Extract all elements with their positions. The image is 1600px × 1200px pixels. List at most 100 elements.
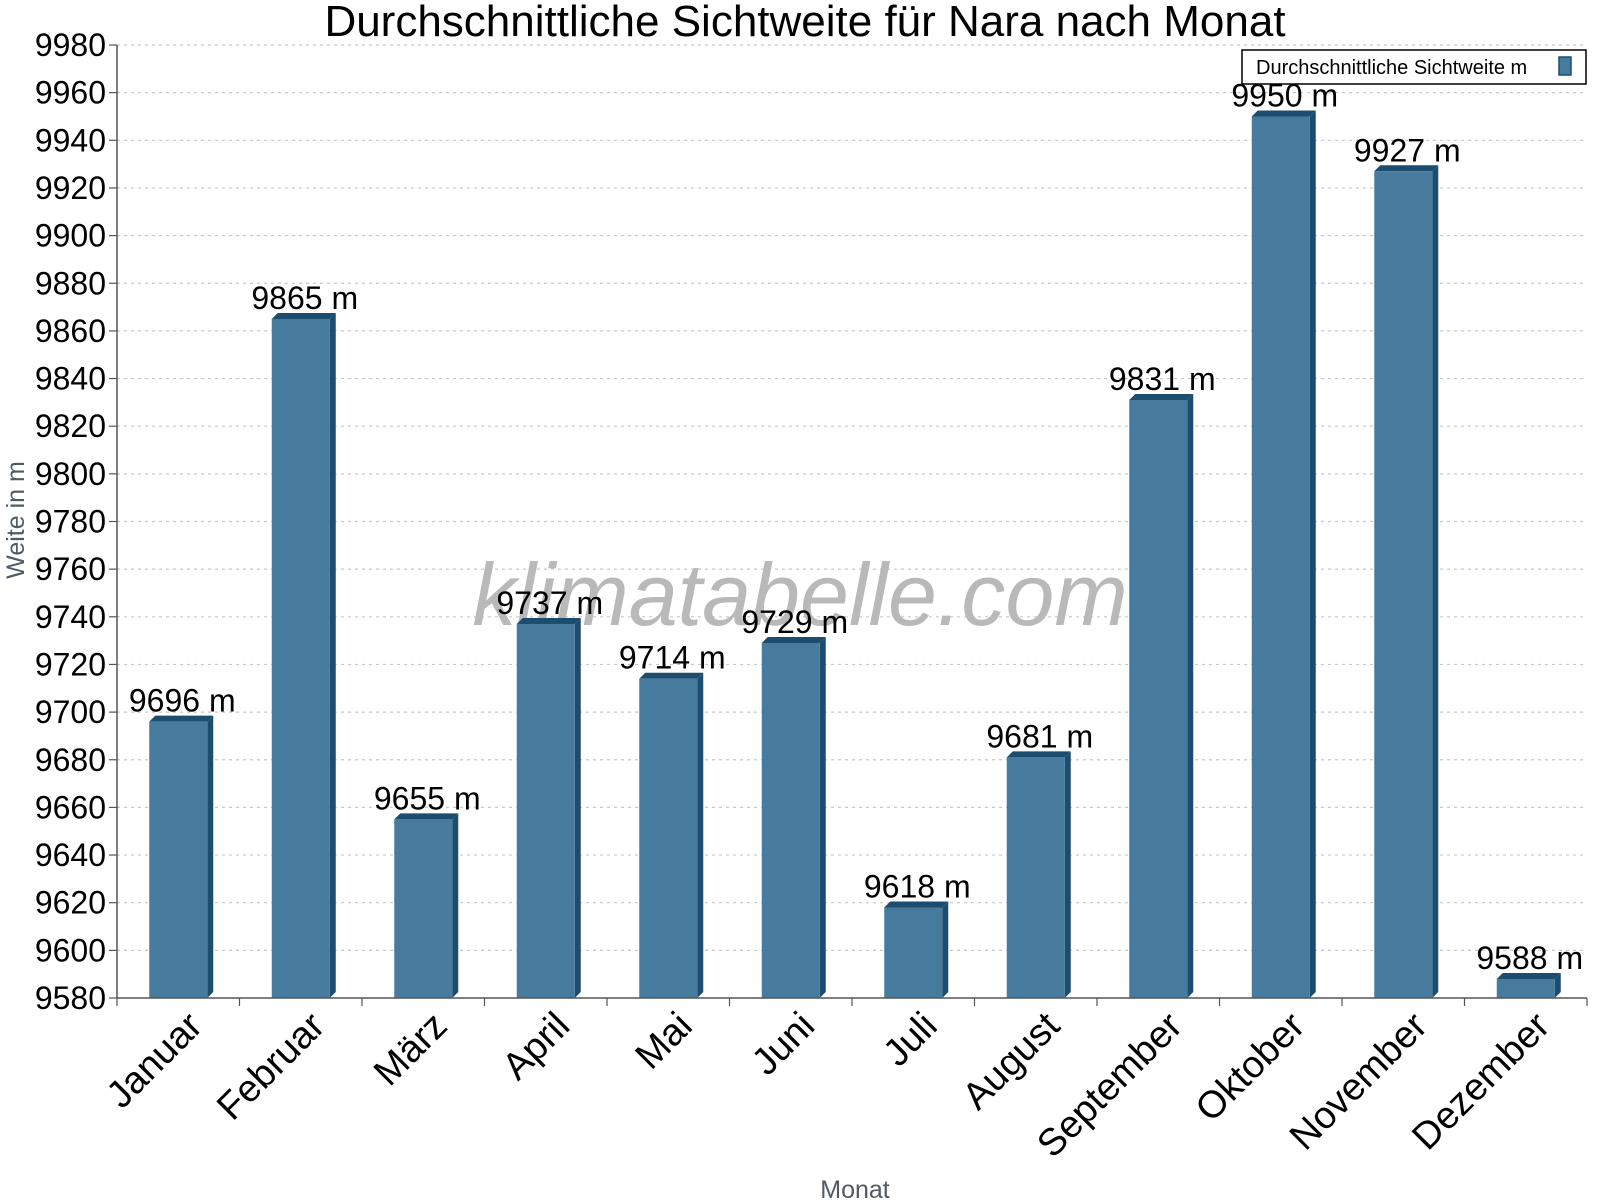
bar-11: [1374, 165, 1439, 998]
bar-6: [761, 637, 826, 998]
data-labels: 9696 m 9865 m 9655 m 9737 m 9714 m 9729 m 9618…: [129, 77, 1583, 975]
bar-top: [516, 617, 581, 624]
legend: Durchschnittliche Sichtweite m: [1241, 49, 1587, 85]
bar-side: [1187, 393, 1194, 998]
y-tick-label: 9600: [35, 932, 106, 968]
y-tick-label: 9960: [35, 75, 106, 111]
bar-top: [884, 901, 949, 908]
data-label: 9681 m: [986, 718, 1093, 754]
x-tick-label: Juli: [876, 1005, 946, 1075]
legend-swatch: [1558, 56, 1572, 76]
y-tick-label: 9780: [35, 504, 106, 540]
bar-3: [394, 813, 459, 998]
x-tick-label: Februar: [209, 1004, 333, 1128]
data-label: 9618 m: [864, 868, 971, 904]
bar-top: [1006, 751, 1071, 758]
bar-side: [329, 312, 336, 998]
bar-top: [639, 672, 704, 679]
bar-12: [1496, 972, 1561, 998]
y-tick-label: 9820: [35, 408, 106, 444]
bar-front: [1374, 171, 1433, 998]
legend-label: Durchschnittliche Sichtweite m: [1256, 57, 1527, 79]
bar-10: [1251, 110, 1316, 999]
x-axis-label: Monat: [820, 1176, 890, 1200]
bars: [149, 110, 1561, 999]
bar-top: [1496, 972, 1561, 979]
y-axis-ticks: 9580 9600 9620 9640 9660 9680 9700 9720 9740 9760…: [35, 27, 117, 1016]
bar-side: [207, 715, 214, 998]
bar-side: [1309, 110, 1316, 999]
bar-7: [884, 901, 949, 998]
y-tick-label: 9700: [35, 694, 106, 730]
x-tick-label: März: [366, 1005, 455, 1094]
chart-title: Durchschnittliche Sichtweite für Nara na…: [324, 0, 1285, 46]
gridlines: [117, 44, 1587, 951]
bar-top: [1374, 165, 1439, 172]
y-tick-label: 9800: [35, 456, 106, 492]
bar-front: [761, 643, 820, 998]
bar-1: [149, 715, 214, 998]
data-label: 9696 m: [129, 683, 236, 719]
bar-2: [271, 312, 336, 998]
bar-side: [1432, 165, 1439, 998]
bar-front: [149, 721, 208, 998]
bar-front: [1006, 757, 1065, 998]
watermark: klimatabelle.com: [472, 545, 1127, 644]
y-tick-label: 9900: [35, 218, 106, 254]
x-tick-label: April: [495, 1005, 578, 1088]
bar-4: [516, 617, 581, 998]
x-tick-label: Oktober: [1188, 1004, 1314, 1130]
bar-top: [271, 312, 336, 319]
x-tick-label: August: [955, 1004, 1069, 1118]
y-tick-label: 9980: [35, 27, 106, 63]
bar-front: [1129, 399, 1188, 998]
y-tick-label: 9680: [35, 742, 106, 778]
y-tick-label: 9660: [35, 789, 106, 825]
x-tick-label: Januar: [99, 1004, 211, 1116]
data-label: 9655 m: [374, 780, 481, 816]
data-label: 9729 m: [741, 604, 848, 640]
bar-9: [1129, 393, 1194, 998]
bar-front: [271, 318, 330, 998]
bar-side: [1064, 751, 1071, 998]
data-label: 9714 m: [619, 640, 726, 676]
data-label: 9737 m: [496, 585, 603, 621]
y-tick-label: 9720: [35, 646, 106, 682]
y-tick-label: 9940: [35, 122, 106, 158]
bar-front: [884, 907, 943, 998]
y-tick-label: 9640: [35, 837, 106, 873]
data-label: 9927 m: [1354, 132, 1461, 168]
y-tick-label: 9620: [35, 885, 106, 921]
bar-side: [452, 813, 459, 998]
bar-front: [1496, 978, 1555, 998]
x-tick-label: Juni: [744, 1005, 823, 1084]
bar-front: [639, 678, 698, 998]
bar-top: [761, 637, 826, 644]
y-tick-label: 9760: [35, 551, 106, 587]
y-axis-label: Weite in m: [2, 461, 30, 579]
bar-top: [394, 813, 459, 820]
x-tick-label: Mai: [628, 1005, 701, 1078]
data-label: 9865 m: [251, 280, 358, 316]
bar-8: [1006, 751, 1071, 998]
y-tick-label: 9880: [35, 265, 106, 301]
bar-side: [942, 901, 949, 998]
bar-side: [574, 617, 581, 998]
legend-box: [1241, 49, 1587, 85]
bar-side: [1554, 972, 1561, 998]
bar-front: [394, 819, 453, 998]
bar-5: [639, 672, 704, 998]
y-tick-label: 9860: [35, 313, 106, 349]
bar-front: [1251, 116, 1310, 999]
bar-top: [1129, 393, 1194, 400]
y-tick-label: 9840: [35, 361, 106, 397]
bar-front: [516, 623, 575, 998]
y-tick-label: 9920: [35, 170, 106, 206]
y-tick-label: 9580: [35, 980, 106, 1016]
bar-top: [149, 715, 214, 722]
y-tick-label: 9740: [35, 599, 106, 635]
bar-side: [697, 672, 704, 998]
bar-side: [819, 637, 826, 998]
